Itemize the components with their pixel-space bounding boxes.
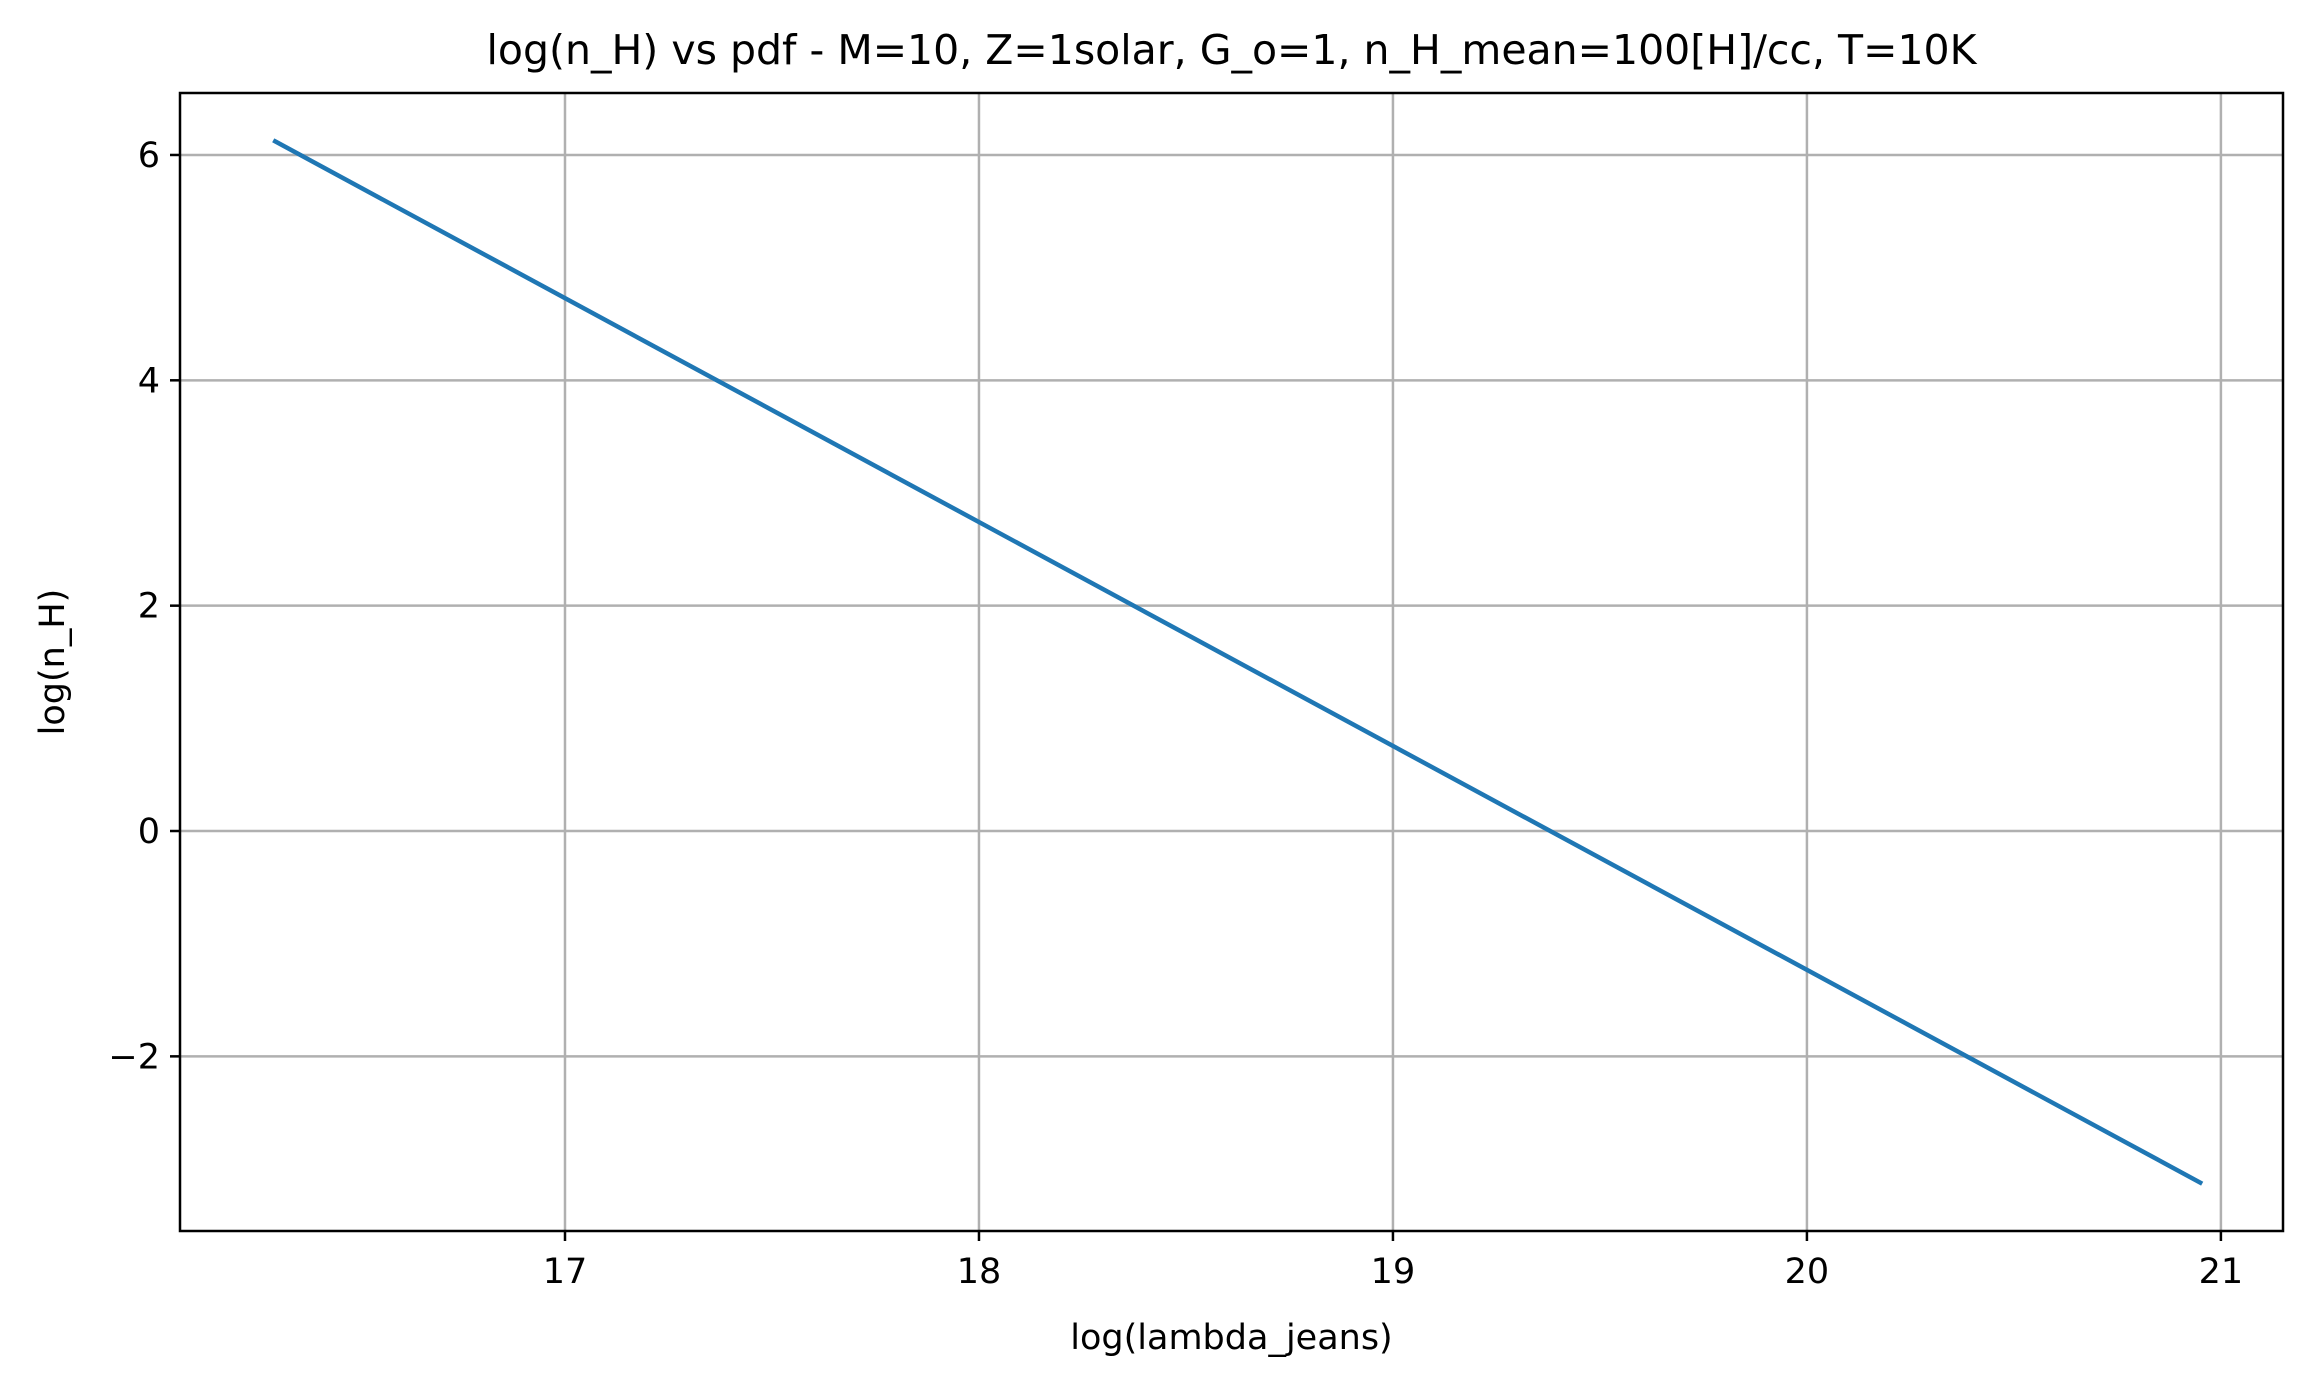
y-axis-label: log(n_H)	[33, 589, 73, 736]
series-group	[272, 138, 2204, 1186]
x-tick-label: 18	[957, 1252, 1002, 1292]
plot-frame	[178, 91, 2285, 1233]
x-tick-label: 20	[1785, 1252, 1830, 1292]
grid	[180, 93, 2283, 1231]
y-tick-label: 0	[138, 812, 160, 852]
x-tick-label: 21	[2199, 1252, 2244, 1292]
x-tick-label: 19	[1371, 1252, 1416, 1292]
y-tick-label: 2	[138, 587, 160, 627]
y-tick-label: 4	[138, 361, 160, 401]
x-tick-label: 17	[543, 1252, 588, 1292]
y-tick-label: −2	[108, 1037, 160, 1077]
x-axis-label: log(lambda_jeans)	[1070, 1318, 1392, 1358]
chart-title: log(n_H) vs pdf - M=10, Z=1solar, G_o=1,…	[486, 26, 1977, 74]
y-axis: −2 0 2 4 6	[108, 136, 180, 1077]
x-axis: 17 18 19 20 21	[543, 1231, 2243, 1292]
y-tick-label: 6	[138, 136, 160, 176]
series-line	[272, 138, 2204, 1186]
